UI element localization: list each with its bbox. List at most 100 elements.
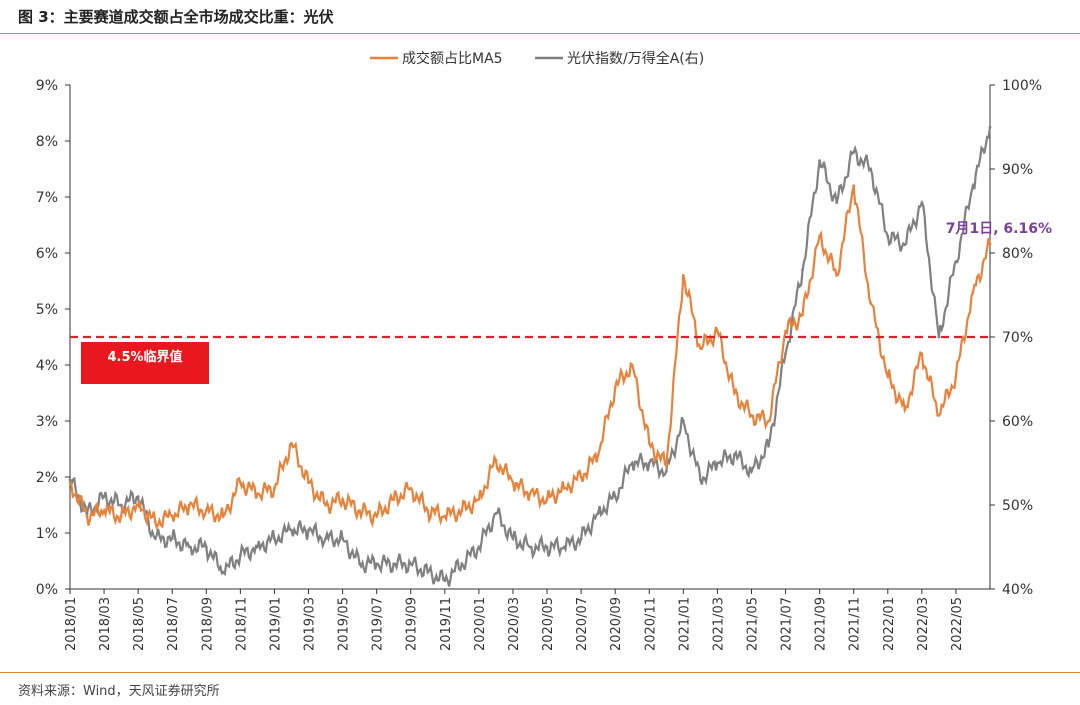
point-ratio	[664, 470, 668, 473]
point-ma5	[528, 492, 532, 496]
left-tick-label: 0%	[36, 582, 58, 598]
point-ma5	[920, 352, 924, 356]
source-note: 资料来源：Wind，天风证券研究所	[18, 684, 220, 699]
left-tick-label: 7%	[36, 190, 58, 206]
last-value-annotation: 7月1日, 6.16%	[946, 221, 1052, 237]
x-tick-label: 2020/01	[473, 597, 488, 651]
point-ma5	[733, 391, 736, 395]
x-tick-label: 2020/09	[609, 597, 624, 651]
point-ma5	[238, 481, 242, 484]
point-ratio	[426, 570, 430, 574]
point-ma5	[818, 234, 822, 238]
point-ma5	[307, 481, 310, 484]
right-tick-label: 50%	[1002, 498, 1033, 514]
point-ratio	[852, 150, 856, 154]
point-ma5	[443, 514, 447, 518]
x-tick-label: 2020/07	[575, 597, 590, 651]
point-ratio	[494, 512, 498, 515]
point-ratio	[596, 512, 600, 515]
point-ma5	[494, 458, 498, 462]
point-ma5	[426, 509, 430, 512]
point-ratio	[119, 503, 123, 507]
point-ratio	[511, 537, 515, 540]
left-tick-label: 2%	[36, 470, 58, 486]
point-ratio	[579, 537, 583, 540]
point-ratio	[954, 260, 958, 263]
x-tick-label: 2019/09	[405, 597, 420, 651]
point-ma5	[716, 330, 719, 333]
x-tick-label: 2021/11	[848, 597, 863, 651]
point-ratio	[68, 478, 72, 482]
bottom-rule	[0, 672, 1080, 673]
x-tick-label: 2020/03	[507, 597, 522, 651]
point-ratio	[392, 562, 396, 566]
top-rule	[0, 33, 1080, 34]
right-tick-label: 100%	[1002, 78, 1042, 94]
left-tick-label: 3%	[36, 414, 58, 430]
point-ma5	[409, 486, 413, 490]
point-ratio	[307, 528, 310, 532]
legend: 成交额占比MA5 光伏指数/万得全A(右)	[370, 50, 704, 67]
point-ma5	[647, 442, 651, 445]
right-tick-label: 60%	[1002, 414, 1033, 430]
point-ratio	[528, 545, 532, 549]
point-ratio	[835, 201, 839, 205]
point-ma5	[290, 442, 293, 445]
point-ratio	[238, 554, 242, 557]
point-ratio	[937, 335, 941, 339]
point-ma5	[681, 274, 685, 277]
point-ma5	[460, 509, 464, 512]
x-tick-label: 2020/11	[643, 597, 658, 651]
x-tick-label: 2021/03	[711, 597, 726, 651]
point-ma5	[767, 419, 770, 423]
point-ma5	[869, 302, 873, 305]
x-tick-label: 2019/05	[337, 597, 352, 651]
point-ratio	[460, 562, 464, 566]
point-ma5	[954, 374, 958, 378]
x-tick-label: 2022/01	[882, 597, 897, 651]
point-ratio	[988, 125, 992, 129]
point-ma5	[903, 408, 907, 412]
x-tick-label: 2021/01	[677, 597, 692, 651]
plot-area: 4.5%临界值 7月1日, 6.16%	[68, 125, 1052, 587]
left-tick-label: 8%	[36, 134, 58, 150]
threshold-label: 4.5%临界值	[107, 349, 182, 365]
chart: 成交额占比MA5 光伏指数/万得全A(右) 0% 1% 2% 3% 4% 5% 6% 7% 8%…	[36, 50, 1052, 651]
point-ratio	[869, 167, 873, 171]
x-tick-label: 2019/03	[303, 597, 318, 651]
x-tick-label: 2018/03	[98, 597, 113, 651]
x-tick-label: 2021/05	[745, 597, 760, 651]
point-ratio	[273, 537, 276, 540]
x-tick-label: 2018/09	[200, 597, 215, 651]
point-ma5	[153, 520, 157, 524]
left-tick-label: 4%	[36, 358, 58, 374]
left-tick-label: 1%	[36, 526, 58, 542]
x-tick-label: 2019/11	[439, 597, 454, 651]
point-ma5	[256, 492, 259, 496]
point-ma5	[170, 514, 174, 518]
point-ratio	[767, 444, 770, 448]
point-ratio	[102, 495, 106, 498]
point-ma5	[698, 346, 702, 350]
point-ratio	[920, 201, 924, 205]
point-ratio	[818, 159, 822, 163]
right-tick-label: 40%	[1002, 582, 1033, 598]
point-ratio	[136, 495, 140, 498]
x-tick-label: 2020/05	[541, 597, 556, 651]
x-tick-label: 2018/07	[166, 597, 181, 651]
point-ratio	[886, 234, 890, 238]
left-tick-label: 6%	[36, 246, 58, 262]
point-ma5	[886, 374, 890, 378]
point-ma5	[136, 503, 140, 507]
point-ma5	[852, 184, 856, 188]
point-ratio	[613, 495, 617, 498]
point-ratio	[716, 461, 719, 465]
point-ratio	[375, 562, 379, 566]
point-ma5	[937, 414, 941, 417]
point-ma5	[630, 363, 634, 367]
point-ma5	[358, 509, 362, 512]
point-ma5	[85, 514, 89, 518]
point-ma5	[221, 514, 225, 518]
x-tick-label: 2021/09	[814, 597, 829, 651]
point-ratio	[221, 570, 225, 574]
